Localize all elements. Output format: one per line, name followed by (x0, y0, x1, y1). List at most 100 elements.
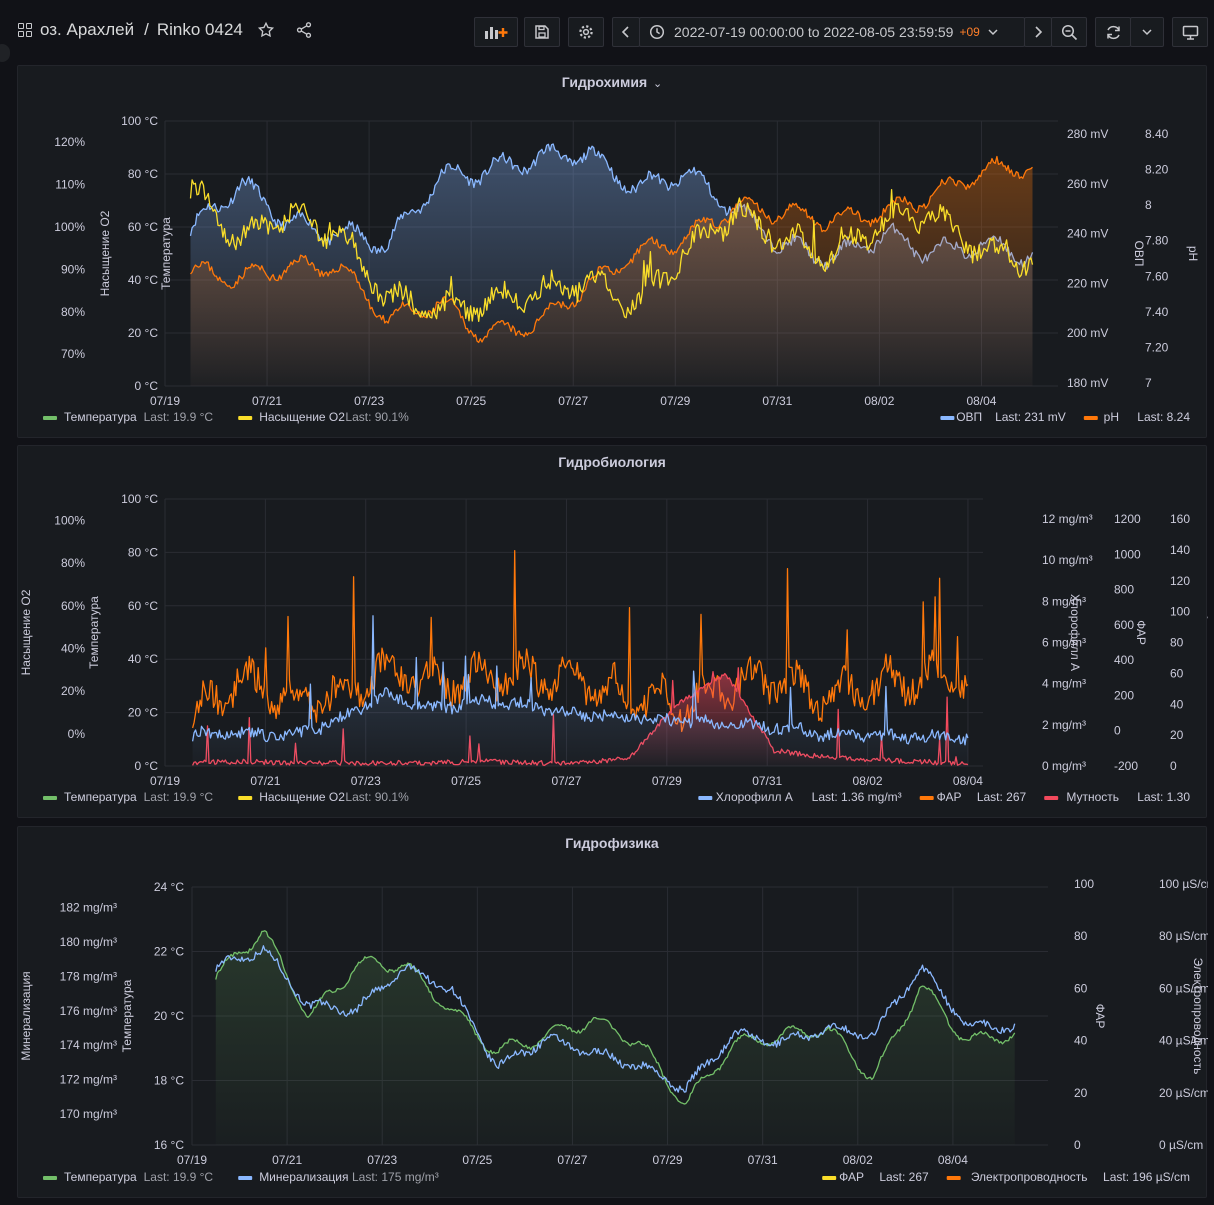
legend-swatch (1044, 796, 1059, 800)
legend-item[interactable]: Минерализация Last: 175 mg/m³ (238, 1170, 439, 1184)
right-tick-label: 60 (1170, 666, 1184, 680)
right-tick-label: 40 (1170, 697, 1184, 711)
legend-swatch (946, 1176, 961, 1180)
right-tick-label: 8 mg/m³ (1042, 594, 1086, 608)
hydrophysics-chart[interactable]: 07/19 07/21 07/23 07/25 07/27 07/29 07/31 08/02… (18, 827, 1208, 1199)
dashboard-settings-button[interactable] (568, 17, 604, 47)
right-tick-label: 800 (1114, 583, 1134, 597)
refresh-button[interactable] (1095, 17, 1131, 47)
add-panel-button[interactable] (474, 17, 518, 47)
right-tick-label: 2 mg/m³ (1042, 718, 1086, 732)
right-tick-label: 0 (1170, 759, 1177, 773)
dashboard-title[interactable]: Rinko 0424 (156, 20, 243, 39)
legend-series-name: Температура (64, 410, 137, 424)
gear-icon (579, 25, 593, 39)
time-range-text: 2022-07-19 00:00:00 to 2022-08-05 23:59:… (674, 24, 954, 40)
y-axis-title: Температура (120, 979, 134, 1052)
view-mode-button[interactable] (1172, 17, 1208, 47)
y-tick-label: 20% (61, 684, 85, 698)
legend-last-value: Last: 19.9 °C (144, 1170, 214, 1184)
right-tick-label: 8.20 (1145, 163, 1169, 177)
legend-item[interactable]: Last: 8.24 pH (1083, 410, 1191, 424)
right-tick-label: 20 (1074, 1086, 1088, 1100)
panel-title[interactable]: Гидрохимия ⌄ (561, 74, 663, 90)
monitor-icon (1182, 25, 1198, 40)
x-tick-label: 07/23 (354, 394, 384, 408)
x-tick-label: 07/23 (367, 1153, 397, 1167)
time-shift-back-button[interactable] (612, 17, 640, 47)
y-tick-label: 0 °C (135, 379, 159, 393)
right-axis-title: Электропроводность (1191, 958, 1205, 1075)
y-tick-label: 60 °C (128, 220, 158, 234)
x-tick-label: 07/27 (551, 774, 581, 788)
legend-item[interactable]: Температура Last: 19.9 °C (43, 410, 213, 424)
panel-title[interactable]: Гидрофизика (565, 835, 659, 851)
right-tick-label: 8.40 (1145, 127, 1169, 141)
legend-series-name: Температура (64, 1170, 137, 1184)
legend-series-name: Электропроводность (971, 1170, 1088, 1184)
legend-item[interactable]: Last: 196 µS/cm Электропроводность (946, 1170, 1190, 1184)
hydrochemistry-chart[interactable]: 07/19 07/21 07/23 07/25 07/27 07/29 07/31 08/02… (18, 66, 1208, 439)
x-tick-label: 08/02 (853, 774, 883, 788)
right-axis-title: Мутность (1207, 606, 1208, 659)
dashboards-grid-icon[interactable] (18, 23, 32, 37)
right-tick-label: 0 (1074, 1138, 1081, 1152)
y-axis-title: Насыщение O2 (98, 210, 112, 296)
clock-icon (649, 24, 665, 40)
right-tick-label: 0 µS/cm (1159, 1138, 1203, 1152)
legend-item[interactable]: Last: 267 ФАР (919, 790, 1027, 804)
save-dashboard-button[interactable] (524, 17, 560, 47)
legend-item[interactable]: Last: 231 mV ОВП (940, 410, 1066, 424)
zoom-out-button[interactable] (1051, 17, 1087, 47)
legend-item[interactable]: Насыщение O2 Last: 90.1% (238, 410, 409, 424)
right-tick-label: 0 mg/m³ (1042, 759, 1086, 773)
x-tick-label: 07/19 (150, 394, 180, 408)
right-tick-label: 120 (1170, 574, 1190, 588)
legend-swatch (43, 1176, 57, 1180)
y-tick-label: 80 °C (128, 545, 158, 559)
y-tick-label: 178 mg/m³ (60, 969, 117, 983)
series-area-chlorophyll (192, 615, 968, 766)
x-tick-label: 07/19 (177, 1153, 207, 1167)
legend-last-value: Last: 19.9 °C (144, 410, 214, 424)
right-tick-label: 7.40 (1145, 305, 1169, 319)
top-navbar: оз. Арахлей / Rinko 0424 2022-07-19 00:0… (0, 0, 1214, 64)
right-tick-label: 60 µS/cm (1159, 981, 1208, 995)
x-tick-label: 07/21 (252, 394, 282, 408)
x-tick-label: 07/25 (451, 774, 481, 788)
legend-item[interactable]: Last: 267 ФАР (822, 1170, 929, 1184)
time-shift-forward-button[interactable] (1024, 17, 1052, 47)
x-tick-label: 07/29 (660, 394, 690, 408)
legend-last-value: Last: 196 µS/cm (1103, 1170, 1190, 1184)
legend-series-name: Мутность (1066, 790, 1119, 804)
legend-item[interactable]: Last: 1.30 Мутность (1044, 790, 1190, 804)
timezone-badge: +09 (959, 25, 980, 39)
panel-hydrophysics: Гидрофизика 07/19 07/21 07/23 07/25 07/27 07/… (17, 826, 1208, 1199)
refresh-interval-picker[interactable] (1130, 17, 1164, 47)
right-tick-label: 7.80 (1145, 234, 1169, 248)
legend-last-value: Last: 231 mV (995, 410, 1066, 424)
legend-item[interactable]: Насыщение O2 Last: 90.1% (238, 790, 409, 804)
legend-item[interactable]: Температура Last: 19.9 °C (43, 1170, 213, 1184)
y-tick-label: 20 °C (128, 706, 158, 720)
sidebar-toggle[interactable] (0, 44, 10, 62)
y-tick-label: 172 mg/m³ (60, 1073, 117, 1087)
legend-swatch (43, 796, 57, 800)
x-tick-label: 07/31 (748, 1153, 778, 1167)
legend-item[interactable]: Температура Last: 19.9 °C (43, 790, 213, 804)
share-icon[interactable] (295, 21, 313, 39)
y-tick-label: 174 mg/m³ (60, 1038, 117, 1052)
folder-link[interactable]: оз. Арахлей (40, 20, 135, 39)
legend-item[interactable]: Last: 1.36 mg/m³ Хлорофилл А (698, 790, 902, 804)
right-tick-label: 1000 (1114, 547, 1141, 561)
star-icon[interactable] (257, 21, 275, 39)
panel-title[interactable]: Гидробиология (558, 454, 666, 470)
series-area-ph (190, 156, 1033, 386)
y-axis-title: Температура (159, 217, 173, 290)
right-tick-label: 100 µS/cm (1159, 877, 1208, 891)
hydrobiology-chart[interactable]: 07/19 07/21 07/23 07/25 07/27 07/29 07/31 08/02… (18, 446, 1208, 819)
right-tick-label: 80 µS/cm (1159, 929, 1208, 943)
y-axis-title: Минерализация (19, 971, 33, 1060)
time-range-picker[interactable]: 2022-07-19 00:00:00 to 2022-08-05 23:59:… (639, 17, 1025, 47)
right-tick-label: 6 mg/m³ (1042, 636, 1086, 650)
